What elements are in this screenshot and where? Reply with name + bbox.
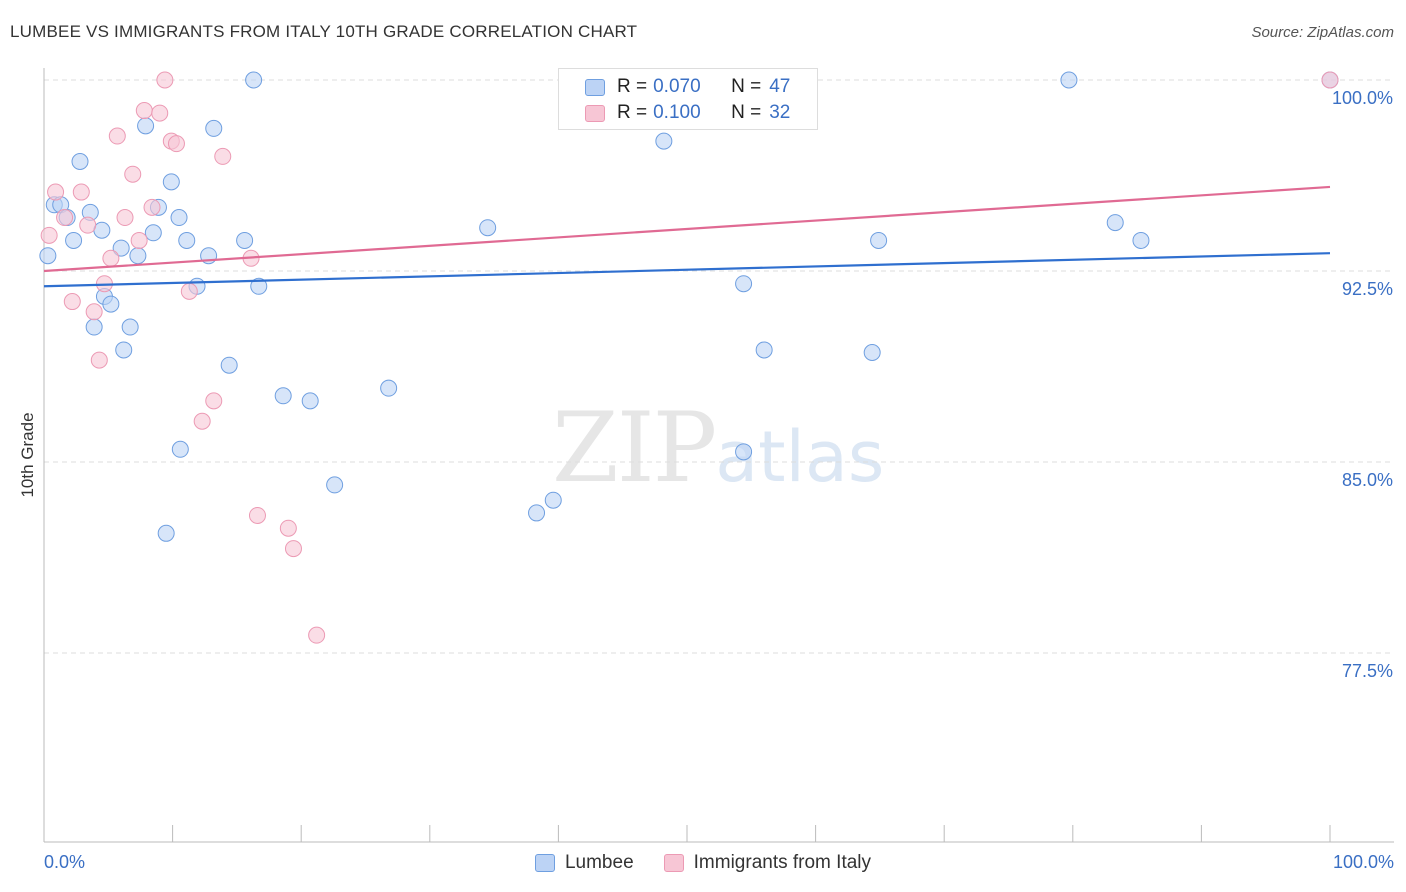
point-lumbee <box>121 318 139 336</box>
point-lumbee <box>528 504 546 522</box>
point-lumbee <box>171 440 189 458</box>
point-italy <box>180 282 198 300</box>
point-lumbee <box>236 231 254 249</box>
point-lumbee <box>1132 231 1150 249</box>
y-tick-label: 85.0% <box>1342 470 1393 490</box>
stats-n-value: 47 <box>769 76 791 97</box>
point-italy <box>284 540 302 558</box>
point-italy <box>248 506 266 524</box>
legend-label-italy: Immigrants from Italy <box>693 852 872 873</box>
legend-swatch-lumbee <box>534 854 555 872</box>
point-lumbee <box>301 392 319 410</box>
point-lumbee <box>157 524 175 542</box>
point-lumbee <box>544 491 562 509</box>
point-lumbee <box>137 117 155 135</box>
point-italy <box>193 412 211 430</box>
stats-row-italy: R = 0.100 N = 32 <box>585 101 790 125</box>
stats-n-label: N = <box>731 76 762 97</box>
point-lumbee <box>863 343 881 361</box>
stats-r-value: 0.100 <box>653 102 701 123</box>
point-lumbee <box>1106 214 1124 232</box>
stats-r-label: R = <box>617 76 648 97</box>
stats-row-lumbee: R = 0.070 N = 47 <box>585 75 790 99</box>
point-italy <box>279 519 297 537</box>
x-tick-label-min: 0.0% <box>44 852 86 872</box>
legend-item-lumbee[interactable]: Lumbee <box>534 852 634 874</box>
point-italy <box>72 183 90 201</box>
trend-line-italy <box>43 185 1331 273</box>
legend-label-lumbee: Lumbee <box>564 852 634 873</box>
point-lumbee <box>274 387 292 405</box>
point-italy <box>130 231 148 249</box>
point-lumbee <box>93 221 111 239</box>
point-lumbee <box>479 219 497 237</box>
point-lumbee <box>129 247 147 265</box>
point-italy <box>214 147 232 165</box>
point-lumbee <box>144 224 162 242</box>
stats-r-value: 0.070 <box>653 76 701 97</box>
point-italy <box>156 71 174 89</box>
point-italy <box>85 303 103 321</box>
watermark-zip: ZIP <box>552 392 717 504</box>
point-lumbee <box>112 239 130 257</box>
point-italy <box>90 351 108 369</box>
point-italy <box>63 293 81 311</box>
point-lumbee <box>245 71 263 89</box>
point-lumbee <box>1060 71 1078 89</box>
y-tick-label: 100.0% <box>1332 88 1393 108</box>
point-italy <box>1321 71 1339 89</box>
point-lumbee <box>39 247 57 265</box>
chart-title: LUMBEE VS IMMIGRANTS FROM ITALY 10TH GRA… <box>10 22 638 41</box>
point-lumbee <box>380 379 398 397</box>
point-lumbee <box>205 119 223 137</box>
point-italy <box>79 216 97 234</box>
point-lumbee <box>170 209 188 227</box>
x-tick-label-max: 100.0% <box>1332 852 1394 872</box>
chart-source: Source: ZipAtlas.com <box>1251 24 1394 41</box>
stats-swatch-lumbee <box>585 78 605 96</box>
point-lumbee <box>250 277 268 295</box>
point-italy <box>47 183 65 201</box>
point-lumbee <box>735 443 753 461</box>
point-lumbee <box>162 173 180 191</box>
point-italy <box>167 135 185 153</box>
stats-n-value: 32 <box>769 102 791 123</box>
point-lumbee <box>178 231 196 249</box>
point-lumbee <box>115 341 133 359</box>
point-lumbee <box>85 318 103 336</box>
point-italy <box>143 198 161 216</box>
point-lumbee <box>71 152 89 170</box>
point-lumbee <box>655 132 673 150</box>
stats-legend: R = 0.070 N = 47 R = 0.100 N = 32 <box>558 68 818 130</box>
point-lumbee <box>735 275 753 293</box>
series-legend: Lumbee Immigrants from Italy <box>0 852 1406 874</box>
watermark: ZIPatlas <box>552 400 884 496</box>
point-italy <box>56 209 74 227</box>
legend-swatch-italy <box>663 854 684 872</box>
point-italy <box>124 165 142 183</box>
point-lumbee <box>870 231 888 249</box>
point-lumbee <box>65 231 83 249</box>
point-lumbee <box>102 295 120 313</box>
stats-n-label: N = <box>731 102 762 123</box>
point-italy <box>205 392 223 410</box>
point-lumbee <box>326 476 344 494</box>
point-italy <box>308 626 326 644</box>
stats-r-label: R = <box>617 102 648 123</box>
trend-line-lumbee <box>43 252 1331 288</box>
y-tick-label: 92.5% <box>1342 279 1393 299</box>
point-italy <box>40 226 58 244</box>
point-italy <box>108 127 126 145</box>
point-italy <box>102 249 120 267</box>
point-italy <box>135 102 153 120</box>
y-tick-label: 77.5% <box>1342 661 1393 681</box>
stats-swatch-italy <box>585 104 605 122</box>
legend-item-italy[interactable]: Immigrants from Italy <box>663 852 872 874</box>
point-lumbee <box>220 356 238 374</box>
point-lumbee <box>755 341 773 359</box>
point-italy <box>151 104 169 122</box>
point-italy <box>116 209 134 227</box>
